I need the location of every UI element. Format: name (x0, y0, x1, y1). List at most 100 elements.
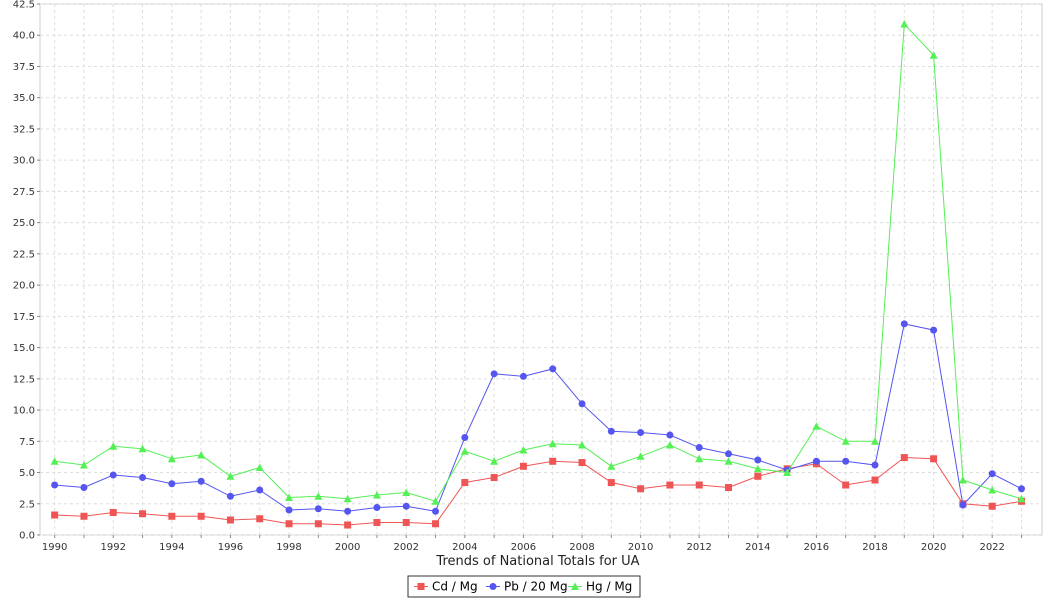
data-point (402, 502, 410, 510)
data-point (490, 370, 498, 378)
x-tick-label: 2018 (862, 542, 887, 553)
data-point (725, 450, 733, 458)
data-point (490, 457, 499, 465)
data-point (988, 486, 997, 494)
x-tick-label: 1992 (101, 542, 126, 553)
data-point (167, 454, 176, 463)
data-point (754, 456, 762, 464)
data-point (344, 507, 352, 515)
data-point (431, 497, 440, 505)
legend-marker (417, 583, 425, 590)
data-point (80, 484, 88, 492)
y-tick-label: 25.0 (13, 218, 35, 229)
data-point (578, 459, 586, 467)
data-point (637, 485, 645, 493)
x-tick-label: 2020 (921, 542, 946, 553)
x-tick-label: 1996 (218, 542, 243, 553)
data-point (578, 400, 586, 408)
data-point (812, 422, 821, 430)
data-point (636, 452, 645, 460)
data-point (724, 457, 733, 465)
x-axis-title: Trends of National Totals for UA (435, 554, 639, 569)
data-point (519, 446, 528, 454)
data-point (871, 461, 879, 469)
y-tick-label: 0.0 (19, 531, 35, 542)
data-point (871, 437, 879, 445)
series-line (54, 22, 1022, 502)
data-point (314, 505, 322, 513)
x-tick-label: 2006 (511, 542, 536, 553)
data-point (1017, 485, 1025, 493)
data-point (432, 507, 440, 515)
data-point (665, 441, 674, 449)
x-tick-label: 1990 (42, 542, 67, 553)
data-point (197, 512, 205, 520)
data-point (578, 441, 587, 449)
data-point (372, 491, 381, 499)
y-tick-label: 27.5 (13, 187, 35, 198)
data-point (314, 520, 322, 528)
x-tick-label: 2002 (394, 542, 419, 553)
y-tick-label: 42.5 (13, 0, 35, 11)
data-point (841, 437, 850, 445)
data-point (226, 472, 235, 480)
data-point (725, 484, 733, 492)
x-tick-label: 2004 (452, 542, 477, 553)
data-point (871, 476, 879, 484)
data-point (344, 521, 352, 529)
y-tick-label: 15.0 (13, 343, 35, 354)
data-point (958, 476, 967, 484)
data-point (314, 492, 323, 500)
legend-label: Cd / Mg (432, 580, 478, 594)
data-point (226, 516, 234, 524)
legend-label: Pb / 20 Mg (504, 580, 568, 594)
legend: Cd / Mg Pb / 20 Mg Hg / Mg (407, 575, 641, 598)
data-point (168, 512, 176, 520)
data-point (490, 474, 498, 482)
series-line (54, 457, 1022, 526)
data-point (783, 468, 792, 477)
data-point (402, 488, 411, 497)
data-point (812, 457, 820, 465)
data-point (197, 477, 205, 485)
data-point (168, 480, 176, 488)
data-point (519, 372, 527, 380)
series-2 (51, 320, 1025, 515)
grid (40, 3, 1042, 536)
data-point (51, 511, 59, 519)
data-point (988, 502, 996, 510)
y-tick-label: 32.5 (13, 124, 35, 135)
x-tick-label: 2022 (979, 542, 1004, 553)
data-point (607, 462, 616, 470)
data-point (256, 486, 264, 494)
data-point (197, 451, 206, 459)
data-point (255, 463, 264, 472)
data-point (842, 481, 850, 489)
data-point (138, 444, 147, 453)
x-tick-label: 2010 (628, 542, 653, 553)
data-point (51, 481, 59, 489)
data-point (256, 515, 264, 523)
data-point (988, 470, 996, 478)
data-point (285, 493, 294, 502)
x-tick-label: 2012 (686, 542, 711, 553)
y-tick-label: 37.5 (13, 62, 35, 73)
legend-label: Hg / Mg (586, 580, 632, 594)
y-tick-label: 10.0 (13, 406, 35, 417)
x-tick-label: 1998 (276, 542, 301, 553)
data-point (139, 510, 147, 518)
data-point (666, 431, 674, 439)
x-tick-label: 1994 (159, 542, 184, 553)
series-layer (50, 19, 1026, 529)
y-tick-label: 12.5 (13, 374, 35, 385)
y-tick-label: 30.0 (13, 156, 35, 167)
data-point (695, 481, 703, 489)
y-tick-label: 5.0 (19, 468, 35, 479)
data-point (900, 454, 908, 462)
data-point (285, 506, 293, 514)
data-point (607, 479, 615, 487)
data-point (285, 520, 293, 528)
y-tick-label: 40.0 (13, 31, 35, 42)
y-tick-label: 35.0 (13, 93, 35, 104)
